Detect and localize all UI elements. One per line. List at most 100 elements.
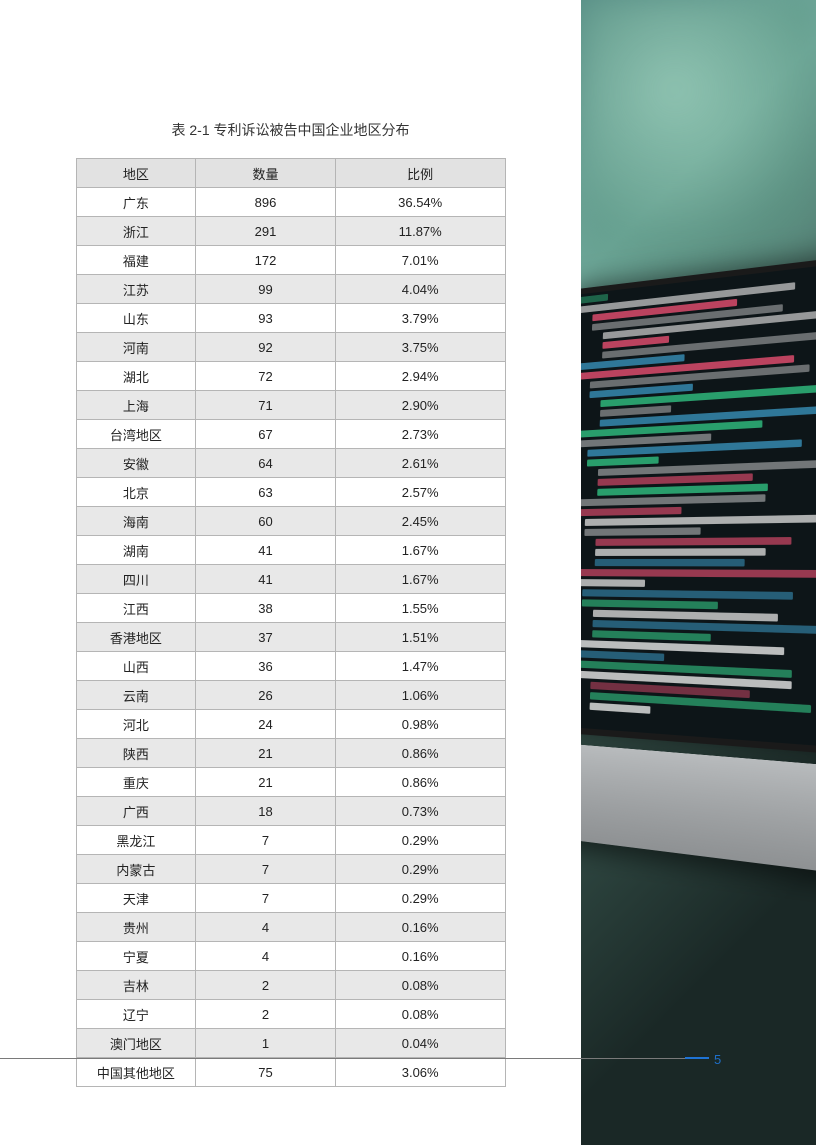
cell-ratio: 2.90% [335,391,505,420]
cell-region: 重庆 [76,768,196,797]
cell-ratio: 0.08% [335,971,505,1000]
cell-ratio: 2.61% [335,449,505,478]
cell-count: 172 [196,246,336,275]
table-row: 福建1727.01% [76,246,505,275]
table-row: 江苏994.04% [76,275,505,304]
cell-ratio: 2.57% [335,478,505,507]
cell-region: 上海 [76,391,196,420]
table-row: 台湾地区672.73% [76,420,505,449]
cell-count: 24 [196,710,336,739]
cell-count: 36 [196,652,336,681]
cell-region: 陕西 [76,739,196,768]
cell-count: 21 [196,768,336,797]
cell-region: 北京 [76,478,196,507]
col-header-region: 地区 [76,159,196,188]
table-title: 表 2-1 专利诉讼被告中国企业地区分布 [20,120,561,140]
cell-ratio: 1.47% [335,652,505,681]
table-row: 贵州40.16% [76,913,505,942]
cell-ratio: 0.73% [335,797,505,826]
cell-count: 26 [196,681,336,710]
cell-region: 江西 [76,594,196,623]
cell-ratio: 3.75% [335,333,505,362]
cell-count: 67 [196,420,336,449]
footer-accent [685,1057,709,1059]
cell-region: 黑龙江 [76,826,196,855]
cell-count: 7 [196,884,336,913]
cell-count: 63 [196,478,336,507]
table-row: 江西381.55% [76,594,505,623]
cell-count: 64 [196,449,336,478]
cell-region: 宁夏 [76,942,196,971]
table-row: 吉林20.08% [76,971,505,1000]
cell-region: 四川 [76,565,196,594]
table-row: 黑龙江70.29% [76,826,505,855]
table-row: 湖北722.94% [76,362,505,391]
cell-ratio: 1.51% [335,623,505,652]
cell-count: 7 [196,855,336,884]
cell-ratio: 11.87% [335,217,505,246]
table-row: 四川411.67% [76,565,505,594]
table-row: 安徽642.61% [76,449,505,478]
cell-count: 291 [196,217,336,246]
laptop-keyboard [581,742,816,887]
cell-ratio: 3.79% [335,304,505,333]
cell-region: 辽宁 [76,1000,196,1029]
cell-count: 99 [196,275,336,304]
cell-region: 海南 [76,507,196,536]
cell-region: 浙江 [76,217,196,246]
cell-region: 广东 [76,188,196,217]
cell-region: 河北 [76,710,196,739]
cell-count: 75 [196,1058,336,1087]
table-row: 澳门地区10.04% [76,1029,505,1058]
table-row: 河南923.75% [76,333,505,362]
cell-region: 河南 [76,333,196,362]
page-content: 表 2-1 专利诉讼被告中国企业地区分布 地区 数量 比例 广东89636.54… [0,0,581,1087]
cell-region: 安徽 [76,449,196,478]
col-header-count: 数量 [196,159,336,188]
table-row: 上海712.90% [76,391,505,420]
cell-count: 92 [196,333,336,362]
cell-count: 41 [196,536,336,565]
cell-region: 广西 [76,797,196,826]
cell-region: 福建 [76,246,196,275]
cell-ratio: 7.01% [335,246,505,275]
cell-count: 41 [196,565,336,594]
cell-ratio: 2.73% [335,420,505,449]
table-row: 辽宁20.08% [76,1000,505,1029]
cell-region: 吉林 [76,971,196,1000]
cell-ratio: 0.86% [335,768,505,797]
table-row: 山西361.47% [76,652,505,681]
table-row: 海南602.45% [76,507,505,536]
cell-region: 中国其他地区 [76,1058,196,1087]
cell-count: 38 [196,594,336,623]
table-row: 天津70.29% [76,884,505,913]
cell-ratio: 0.29% [335,826,505,855]
distribution-table: 地区 数量 比例 广东89636.54%浙江29111.87%福建1727.01… [76,158,506,1087]
cell-ratio: 0.29% [335,884,505,913]
cell-ratio: 0.16% [335,913,505,942]
cell-region: 山西 [76,652,196,681]
table-row: 重庆210.86% [76,768,505,797]
cell-ratio: 0.29% [335,855,505,884]
cell-count: 2 [196,1000,336,1029]
cell-count: 2 [196,971,336,1000]
table-row: 河北240.98% [76,710,505,739]
cell-ratio: 1.67% [335,536,505,565]
cell-ratio: 1.55% [335,594,505,623]
cell-ratio: 0.08% [335,1000,505,1029]
table-row: 湖南411.67% [76,536,505,565]
table-row: 广东89636.54% [76,188,505,217]
cell-ratio: 1.06% [335,681,505,710]
cell-ratio: 0.04% [335,1029,505,1058]
laptop-screen [581,252,816,757]
cell-count: 4 [196,942,336,971]
cell-ratio: 2.45% [335,507,505,536]
table-row: 云南261.06% [76,681,505,710]
table-header-row: 地区 数量 比例 [76,159,505,188]
cell-count: 7 [196,826,336,855]
cell-count: 1 [196,1029,336,1058]
table-row: 山东933.79% [76,304,505,333]
cell-ratio: 1.67% [335,565,505,594]
cell-ratio: 36.54% [335,188,505,217]
cell-ratio: 2.94% [335,362,505,391]
